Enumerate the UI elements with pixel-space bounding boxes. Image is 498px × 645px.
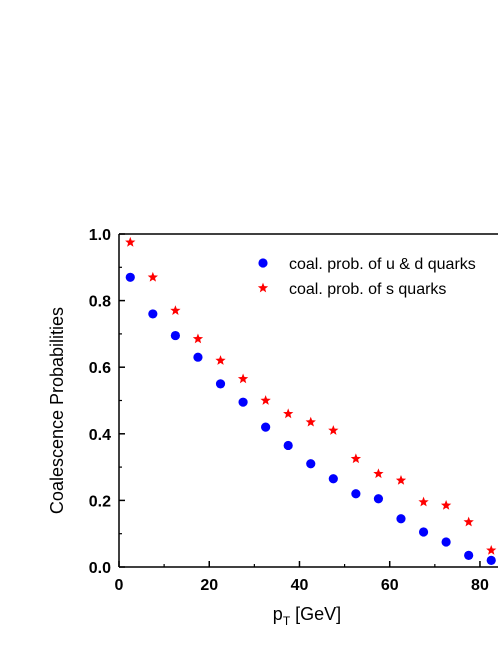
x-axis-title-main: p xyxy=(273,604,283,624)
data-point-circle xyxy=(351,489,361,499)
series-s-quarks xyxy=(125,236,497,555)
y-tick-label: 0.2 xyxy=(89,493,111,510)
data-point-star xyxy=(350,453,362,464)
data-point-circle xyxy=(125,272,135,282)
data-point-circle xyxy=(170,330,180,341)
data-point-star xyxy=(305,416,316,427)
data-point-circle xyxy=(418,527,429,537)
data-point-circle xyxy=(215,379,226,389)
data-point-circle xyxy=(261,422,271,432)
data-point-star xyxy=(463,516,474,527)
legend-marker-star xyxy=(257,282,269,293)
data-point-star xyxy=(418,496,429,507)
data-point-star xyxy=(147,271,158,282)
data-point-star xyxy=(215,355,226,365)
data-point-circle xyxy=(486,555,496,565)
x-tick-label: 80 xyxy=(471,577,489,594)
legend-entry-label: coal. prob. of u & d quarks xyxy=(289,256,476,273)
data-point-star xyxy=(283,408,294,419)
series-ud-quarks xyxy=(125,272,496,565)
x-tick-label: 0 xyxy=(115,577,124,594)
y-tick-label: 0.0 xyxy=(89,560,111,577)
x-tick-label: 60 xyxy=(381,577,399,594)
x-axis-title-subscript: T xyxy=(283,614,291,628)
data-point-circle xyxy=(373,494,384,504)
data-point-circle xyxy=(306,459,316,469)
data-marks xyxy=(125,236,497,565)
data-point-circle xyxy=(193,352,203,362)
data-point-circle xyxy=(464,550,474,560)
data-point-star xyxy=(237,373,249,384)
data-point-circle xyxy=(328,474,338,484)
y-tick-label: 0.4 xyxy=(89,427,111,444)
x-axis-title: pT [GeV] xyxy=(273,604,341,628)
data-point-star xyxy=(260,395,271,405)
data-point-star xyxy=(373,468,384,479)
legend-marker-circle xyxy=(258,258,268,268)
y-tick-label: 0.8 xyxy=(89,294,111,311)
data-point-star xyxy=(192,333,204,344)
data-point-star xyxy=(440,500,452,510)
y-tick-label: 1.0 xyxy=(89,227,111,244)
x-axis-title-unit: [GeV] xyxy=(295,604,341,624)
data-point-circle xyxy=(283,440,293,451)
data-point-circle xyxy=(238,397,248,407)
data-point-star xyxy=(395,475,407,485)
y-axis-title: Coalescence Probabilities xyxy=(47,307,67,514)
data-point-circle xyxy=(148,309,158,319)
x-tick-label: 40 xyxy=(291,577,309,594)
data-point-star xyxy=(170,305,181,315)
data-point-circle xyxy=(441,537,451,547)
legend-entry-label: coal. prob. of s quarks xyxy=(289,281,446,298)
x-tick-label: 20 xyxy=(200,577,218,594)
y-tick-label: 0.6 xyxy=(89,360,111,377)
legend: coal. prob. of u & d quarks coal. prob. o… xyxy=(257,256,476,298)
data-point-star xyxy=(486,544,497,555)
data-point-star xyxy=(125,236,136,247)
data-point-circle xyxy=(396,514,406,524)
ticks: 0.0 0.2 0.4 0.6 0.8 1.0 0 20 40 60 80 xyxy=(89,227,489,594)
data-point-star xyxy=(328,425,339,435)
